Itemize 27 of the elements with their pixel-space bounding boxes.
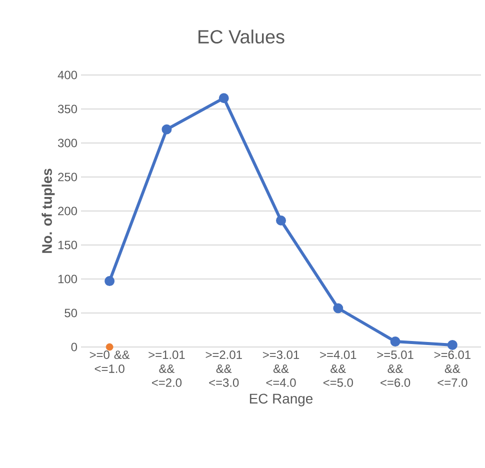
point bbox=[276, 216, 286, 226]
y-tick-label: 250 bbox=[58, 172, 78, 182]
x-tick-label: >=1.01 && <=2.0 bbox=[148, 350, 185, 387]
point bbox=[390, 336, 400, 347]
x-tick-label: >=6.01 && <=7.0 bbox=[434, 350, 470, 387]
y-tick-label: 200 bbox=[58, 206, 78, 216]
x-tick-label: >=5.01 && <=6.0 bbox=[377, 350, 414, 387]
y-tick-label: 300 bbox=[58, 138, 78, 148]
y-tick-label: 0 bbox=[71, 342, 78, 352]
y-tick-label: 350 bbox=[58, 104, 78, 114]
point bbox=[104, 276, 115, 286]
point bbox=[218, 93, 229, 104]
y-axis-title: No. of tuples bbox=[42, 168, 55, 253]
y-tick-label: 50 bbox=[64, 308, 78, 318]
x-tick-label: >=0 && <=1.0 bbox=[90, 350, 130, 373]
point bbox=[333, 303, 344, 314]
y-tick-label: 150 bbox=[58, 240, 78, 250]
y-tick-label: 100 bbox=[58, 274, 78, 284]
x-tick-label: >=3.01 && <=4.0 bbox=[262, 350, 300, 387]
x-tick-label: >=2.01 && <=3.0 bbox=[206, 350, 242, 387]
chart-title: EC Values bbox=[198, 30, 284, 44]
point bbox=[106, 343, 114, 351]
y-tick-label: 400 bbox=[58, 70, 78, 80]
point bbox=[447, 340, 458, 350]
x-tick-label: >=4.01 && <=5.0 bbox=[320, 350, 356, 387]
x-axis-title: EC Range bbox=[250, 394, 313, 406]
point bbox=[162, 124, 172, 134]
